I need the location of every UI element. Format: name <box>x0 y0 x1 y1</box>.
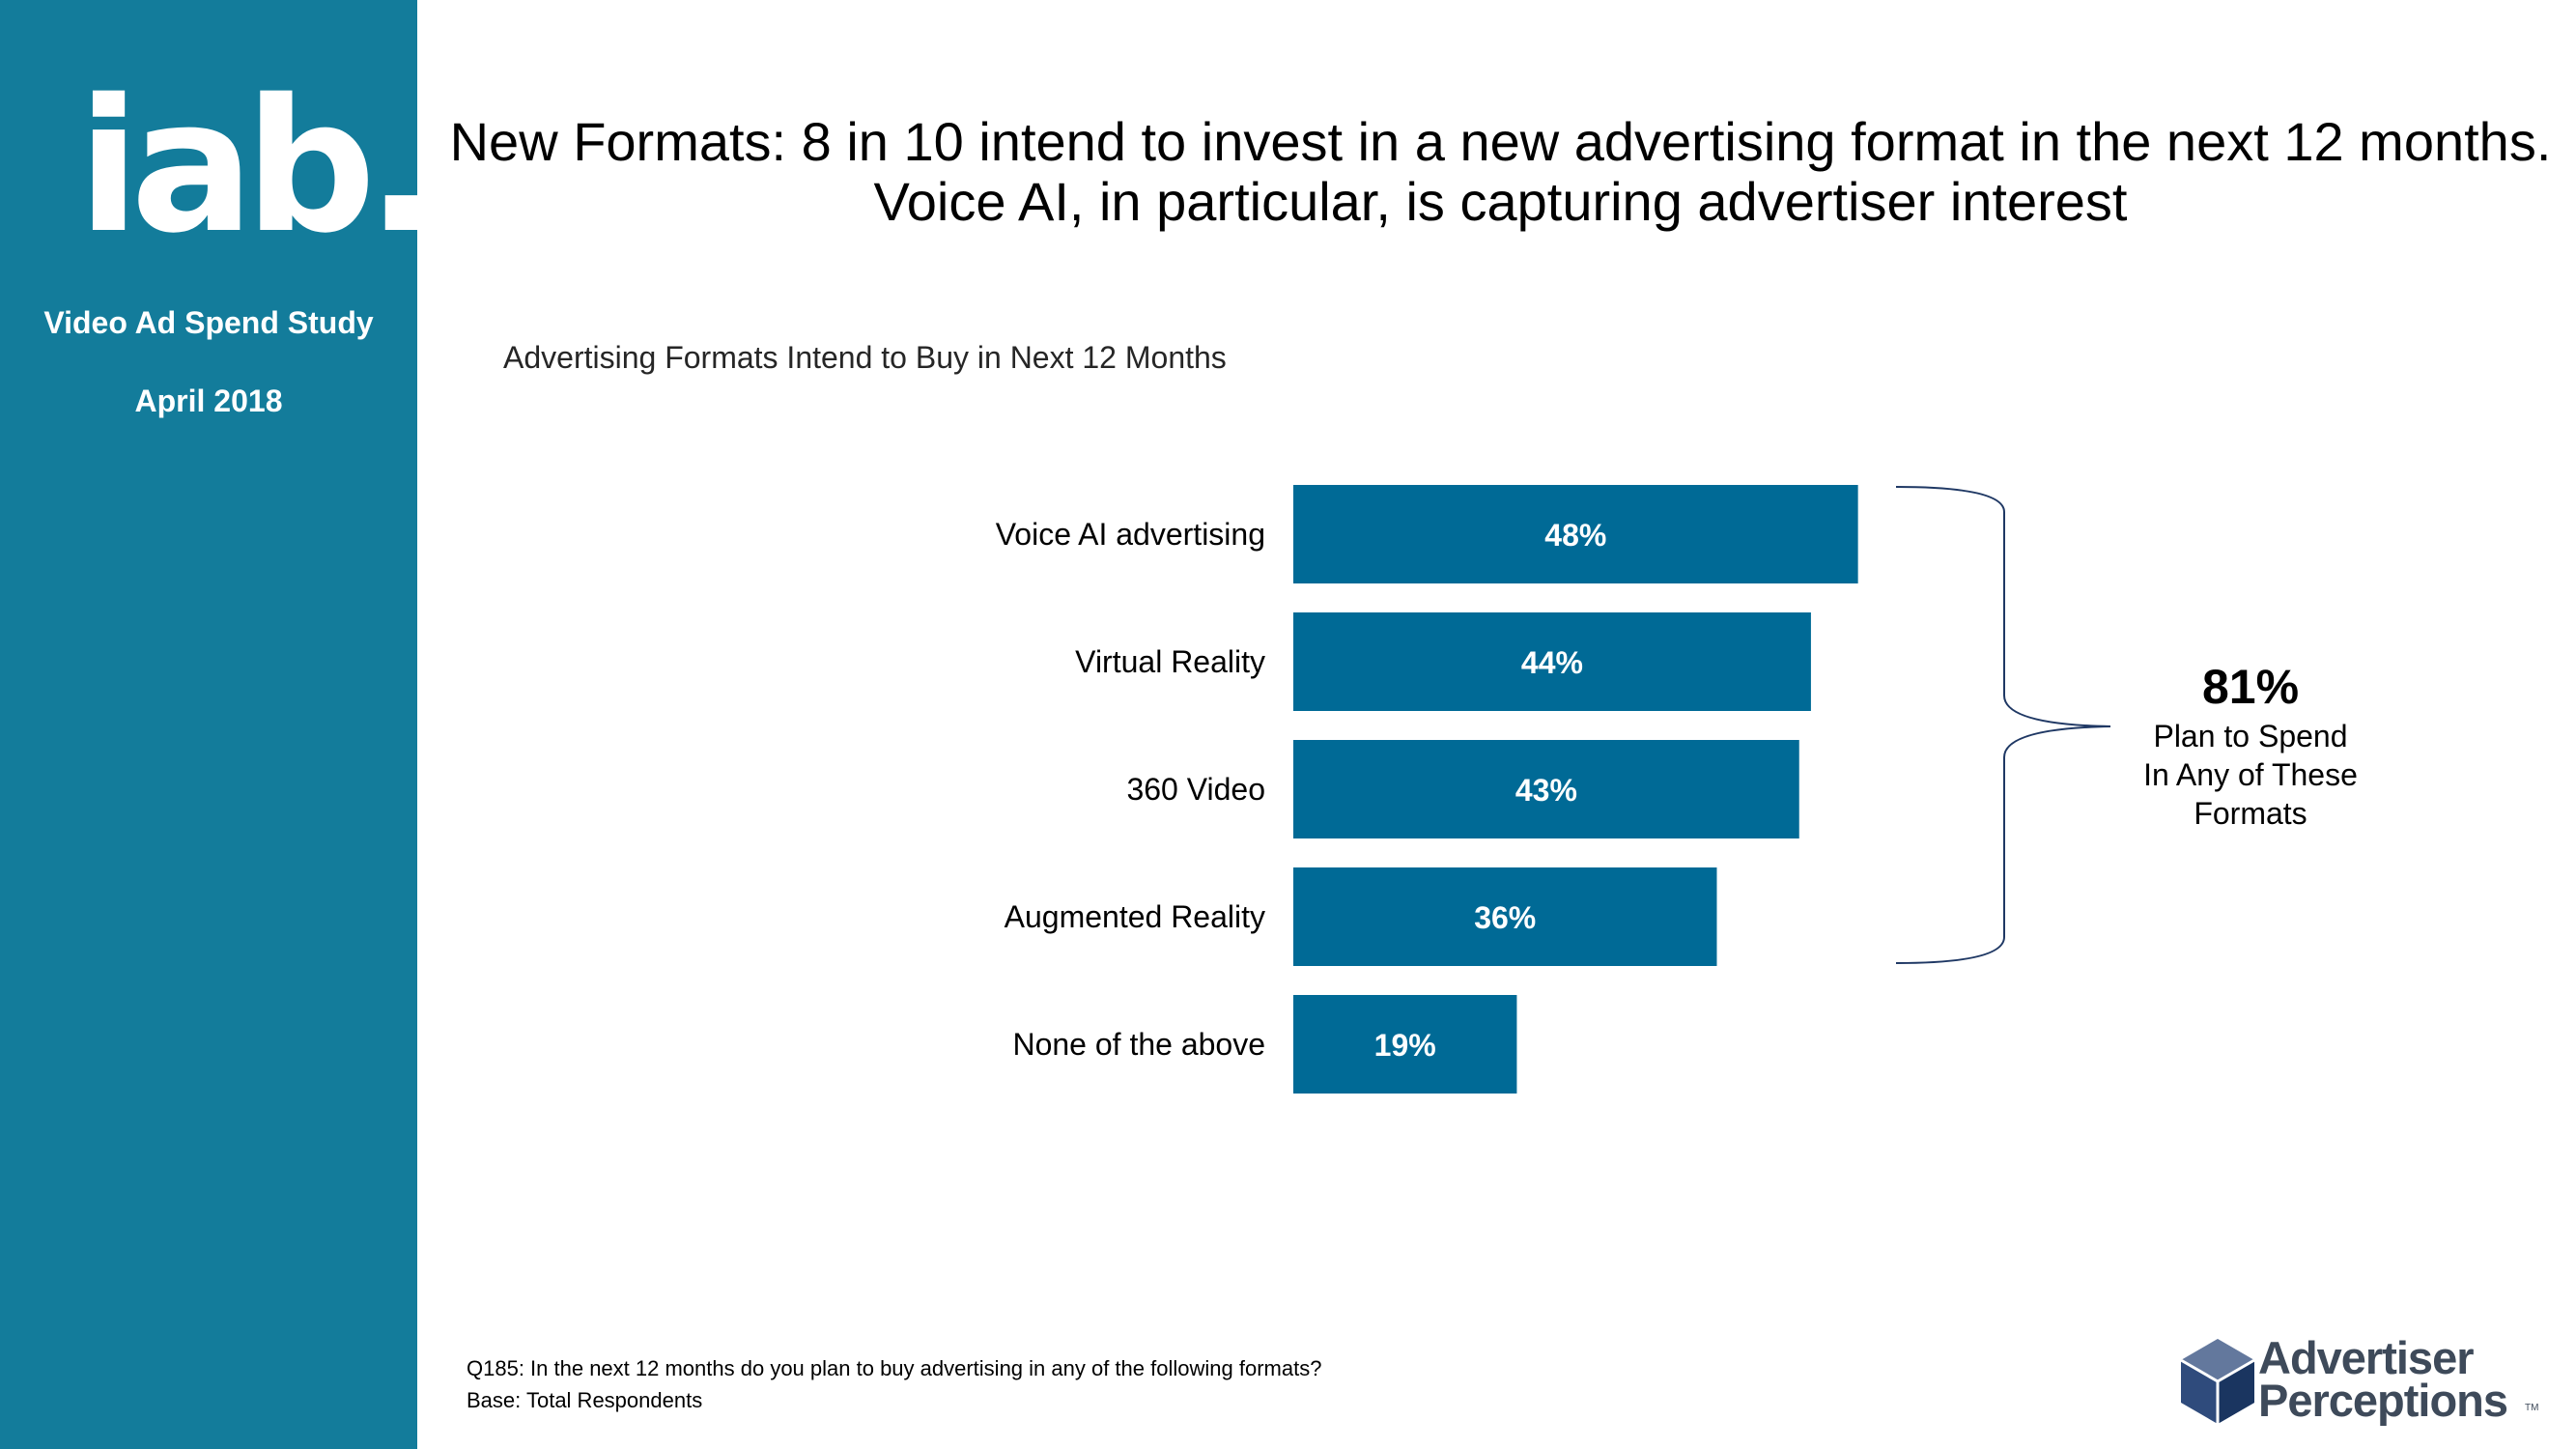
callout-line-1: Plan to Spend <box>2153 719 2348 753</box>
bar-3 <box>1293 867 1717 966</box>
footnote-question: Q185: In the next 12 months do you plan … <box>467 1356 1322 1380</box>
study-date: April 2018 <box>134 384 283 418</box>
bar-2 <box>1293 740 1799 838</box>
category-label-0: Voice AI advertising <box>996 517 1265 552</box>
bar-0 <box>1293 485 1858 583</box>
page-title-line-2: Voice AI, in particular, is capturing ad… <box>873 171 2128 232</box>
category-label-2: 360 Video <box>1126 772 1265 807</box>
category-label-4: None of the above <box>1012 1027 1265 1062</box>
bar-1 <box>1293 612 1811 711</box>
brand-line-2: Perceptions <box>2258 1375 2508 1426</box>
bracket-icon <box>1895 486 2111 964</box>
bar-value-label-2: 43% <box>1515 773 1577 808</box>
sidebar: iab. Video Ad Spend Study April 2018 <box>0 0 437 1449</box>
bars-layer: 48% Voice AI advertising 44% Virtual Realit… <box>996 485 1858 1094</box>
bar-value-label-4: 19% <box>1374 1028 1436 1063</box>
page-title-line-1: New Formats: 8 in 10 intend to invest in… <box>449 111 2552 172</box>
brand-trademark: TM <box>2525 1403 2539 1413</box>
bar-value-label-3: 36% <box>1474 900 1536 935</box>
advertiser-perceptions-logo-icon <box>2180 1339 2255 1424</box>
category-label-3: Augmented Reality <box>1005 899 1265 934</box>
callout-text: Plan to Spend In Any of These Formats <box>2057 717 2444 833</box>
bar-4 <box>1293 995 1517 1094</box>
bar-value-label-0: 48% <box>1544 518 1606 553</box>
bar-value-label-1: 44% <box>1521 645 1583 680</box>
footnote-base: Base: Total Respondents <box>467 1388 703 1412</box>
callout-line-2: In Any of These <box>2143 757 2358 792</box>
category-label-1: Virtual Reality <box>1075 644 1265 679</box>
callout-percentage: 81% <box>2201 660 2300 714</box>
page-title: New Formats: 8 in 10 intend to invest in… <box>425 112 2576 232</box>
callout-line-3: Formats <box>2194 796 2307 831</box>
brand-line-1: Advertiser <box>2258 1332 2474 1383</box>
study-title: Video Ad Spend Study <box>43 305 374 340</box>
chart-title: Advertising Formats Intend to Buy in Nex… <box>503 340 1227 375</box>
